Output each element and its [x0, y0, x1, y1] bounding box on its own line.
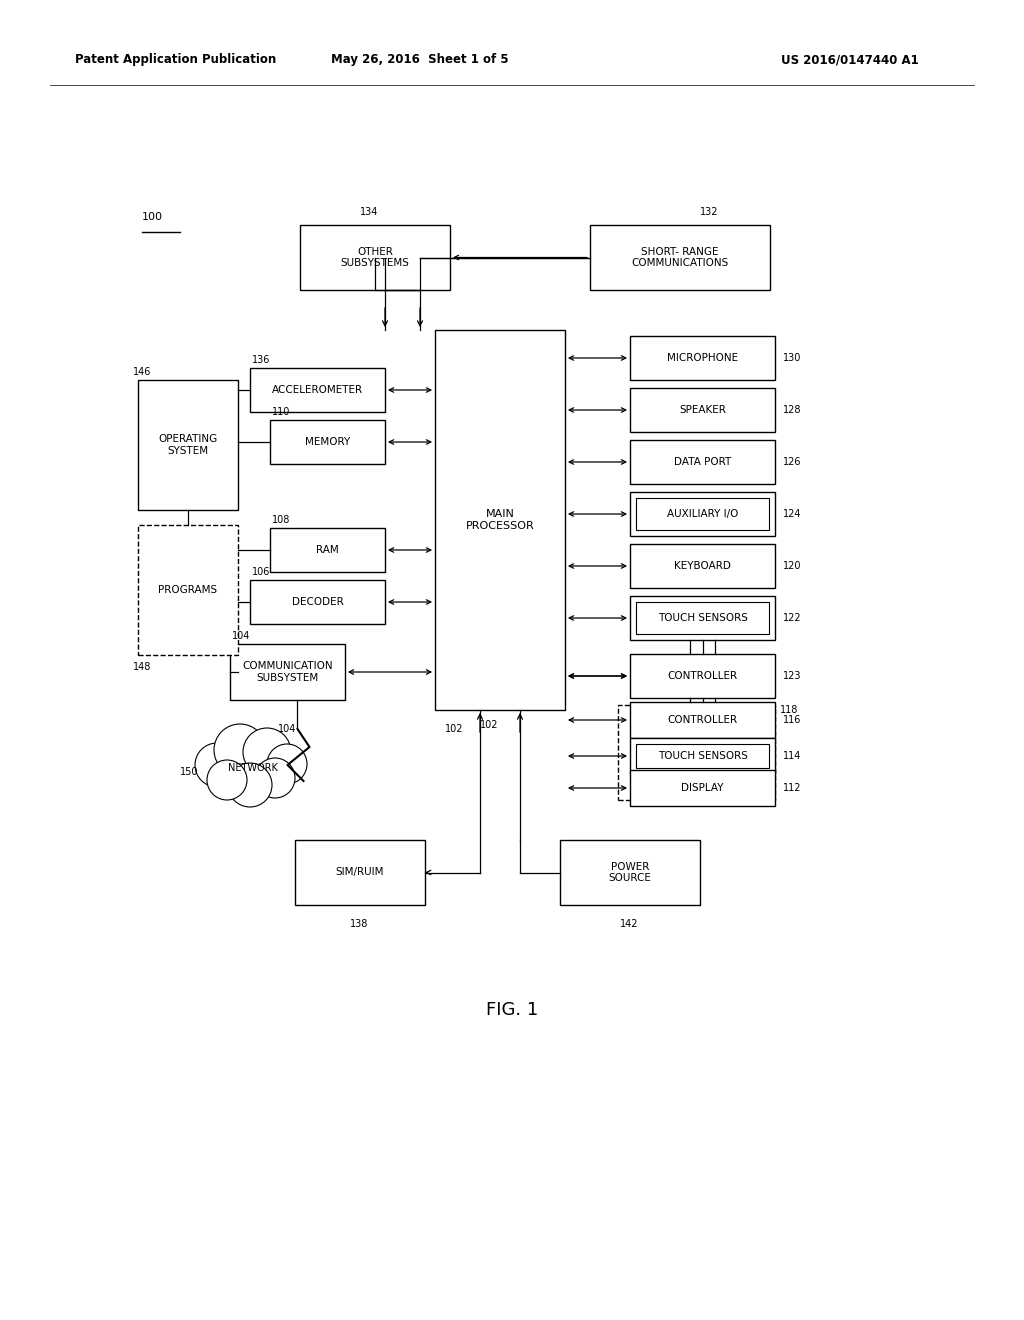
Text: PROGRAMS: PROGRAMS: [159, 585, 217, 595]
Bar: [630, 770, 775, 807]
Text: NETWORK: NETWORK: [228, 763, 278, 774]
Text: DATA PORT: DATA PORT: [674, 457, 731, 467]
Text: 116: 116: [783, 715, 802, 725]
Circle shape: [255, 758, 295, 799]
Text: 134: 134: [360, 207, 379, 216]
Text: 118: 118: [780, 705, 799, 715]
Text: TOUCH SENSORS: TOUCH SENSORS: [657, 612, 748, 623]
Text: POWER
SOURCE: POWER SOURCE: [608, 862, 651, 883]
Text: RAM: RAM: [316, 545, 339, 554]
Bar: [636, 744, 769, 768]
Text: KEYBOARD: KEYBOARD: [674, 561, 731, 572]
Text: 136: 136: [252, 355, 270, 366]
Text: CONTROLLER: CONTROLLER: [668, 715, 737, 725]
Text: CONTROLLER: CONTROLLER: [668, 671, 737, 681]
Text: OTHER
SUBSYSTEMS: OTHER SUBSYSTEMS: [341, 247, 410, 268]
Bar: [630, 738, 775, 774]
Text: 138: 138: [350, 919, 369, 929]
Text: DISPLAY: DISPLAY: [681, 783, 724, 793]
Text: MAIN
PROCESSOR: MAIN PROCESSOR: [466, 510, 535, 531]
Text: 142: 142: [620, 919, 639, 929]
Circle shape: [214, 723, 266, 776]
Text: 122: 122: [783, 612, 802, 623]
Text: 102: 102: [445, 723, 464, 734]
Bar: [630, 492, 775, 536]
Text: 104: 104: [232, 631, 251, 642]
Text: 148: 148: [133, 663, 152, 672]
Text: 112: 112: [783, 783, 802, 793]
Text: 110: 110: [272, 407, 291, 417]
Bar: [250, 368, 385, 412]
Text: Patent Application Publication: Patent Application Publication: [75, 54, 276, 66]
Circle shape: [195, 743, 239, 787]
Bar: [270, 528, 385, 572]
Text: SIM/RUIM: SIM/RUIM: [336, 867, 384, 878]
Bar: [630, 653, 775, 698]
Circle shape: [267, 744, 307, 784]
Text: 128: 128: [783, 405, 802, 414]
Text: 108: 108: [272, 515, 291, 525]
Text: TOUCH SENSORS: TOUCH SENSORS: [657, 751, 748, 762]
Circle shape: [207, 760, 247, 800]
Text: 123: 123: [783, 671, 802, 681]
Bar: [618, 705, 775, 800]
Bar: [250, 579, 385, 624]
Bar: [138, 525, 238, 655]
Text: 126: 126: [783, 457, 802, 467]
Bar: [636, 602, 769, 634]
Text: DECODER: DECODER: [292, 597, 343, 607]
Text: OPERATING
SYSTEM: OPERATING SYSTEM: [159, 434, 218, 455]
Bar: [630, 388, 775, 432]
Bar: [270, 420, 385, 465]
Text: SHORT- RANGE
COMMUNICATIONS: SHORT- RANGE COMMUNICATIONS: [632, 247, 729, 268]
Bar: [630, 597, 775, 640]
Bar: [435, 330, 565, 710]
Bar: [560, 840, 700, 906]
Text: 124: 124: [783, 510, 802, 519]
Text: 120: 120: [783, 561, 802, 572]
Text: MEMORY: MEMORY: [305, 437, 350, 447]
Bar: [230, 644, 345, 700]
Bar: [138, 380, 238, 510]
Text: 146: 146: [133, 367, 152, 378]
Circle shape: [243, 729, 291, 776]
Text: 100: 100: [142, 213, 163, 222]
Text: 114: 114: [783, 751, 802, 762]
Text: 102: 102: [480, 719, 499, 730]
Bar: [630, 702, 775, 738]
Text: US 2016/0147440 A1: US 2016/0147440 A1: [781, 54, 919, 66]
Text: FIG. 1: FIG. 1: [485, 1001, 539, 1019]
Text: COMMUNICATION
SUBSYSTEM: COMMUNICATION SUBSYSTEM: [243, 661, 333, 682]
Circle shape: [228, 763, 272, 807]
Bar: [630, 544, 775, 587]
Bar: [300, 224, 450, 290]
Text: 104: 104: [278, 723, 296, 734]
Text: 130: 130: [783, 352, 802, 363]
Text: 150: 150: [180, 767, 199, 777]
Text: 132: 132: [700, 207, 719, 216]
Text: May 26, 2016  Sheet 1 of 5: May 26, 2016 Sheet 1 of 5: [331, 54, 509, 66]
Bar: [630, 440, 775, 484]
Text: ACCELEROMETER: ACCELEROMETER: [272, 385, 364, 395]
Text: MICROPHONE: MICROPHONE: [667, 352, 738, 363]
Text: SPEAKER: SPEAKER: [679, 405, 726, 414]
Bar: [636, 498, 769, 531]
Text: 106: 106: [252, 568, 270, 577]
Text: AUXILIARY I/O: AUXILIARY I/O: [667, 510, 738, 519]
Bar: [590, 224, 770, 290]
Bar: [295, 840, 425, 906]
Bar: [630, 337, 775, 380]
